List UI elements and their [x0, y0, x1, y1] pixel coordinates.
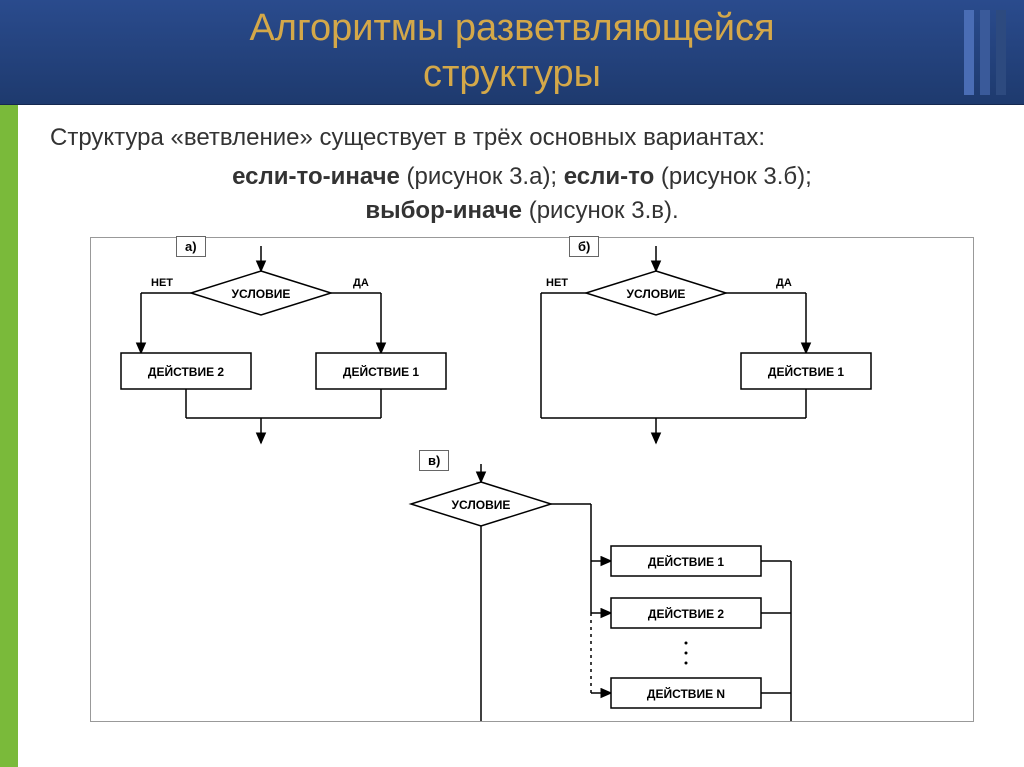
intro-paragraph: Структура «ветвление» существует в трёх …	[50, 123, 994, 153]
variant-2-bold: если-то	[564, 163, 654, 190]
panel-v-action2-text: ДЕЙСТВИЕ 2	[648, 606, 725, 621]
panel-b-condition-text: УСЛОВИЕ	[627, 287, 686, 301]
variant-1-bold: если-то-иначе	[232, 163, 400, 190]
panel-v-condition-text: УСЛОВИЕ	[452, 498, 511, 512]
flowchart-diagram: а) б) в) УСЛОВИЕ НЕТ ДА ДЕЙ	[90, 237, 974, 722]
variants-line-2: выбор-иначе (рисунок 3.в).	[50, 197, 994, 225]
sidebar-accent	[0, 105, 18, 767]
content-area: Структура «ветвление» существует в трёх …	[0, 105, 1024, 722]
header-decoration	[964, 10, 1009, 95]
flowchart-svg: УСЛОВИЕ НЕТ ДА ДЕЙСТВИЕ 2 ДЕЙСТВИЕ 1 УСЛ…	[91, 238, 1011, 723]
slide-title: Алгоритмы разветвляющейся структуры	[249, 6, 774, 97]
panel-a-no-label: НЕТ	[151, 277, 173, 289]
variants-line-1: если-то-иначе (рисунок 3.а); если-то (ри…	[50, 163, 994, 191]
panel-a-action1-text: ДЕЙСТВИЕ 1	[343, 364, 420, 379]
panel-a-action2-text: ДЕЙСТВИЕ 2	[148, 364, 225, 379]
title-line2: структуры	[423, 53, 601, 95]
variant-3-rest: (рисунок 3.в).	[522, 197, 679, 224]
panel-a-yes-label: ДА	[353, 277, 369, 289]
variant-3-bold: выбор-иначе	[365, 197, 522, 224]
panel-b-action1-text: ДЕЙСТВИЕ 1	[768, 364, 845, 379]
variant-2-rest: (рисунок 3.б);	[654, 163, 812, 190]
panel-b-no-label: НЕТ	[546, 277, 568, 289]
panel-b-yes-label: ДА	[776, 277, 792, 289]
variant-1-rest: (рисунок 3.а);	[400, 163, 564, 190]
slide-header: Алгоритмы разветвляющейся структуры	[0, 0, 1024, 105]
panel-v-action1-text: ДЕЙСТВИЕ 1	[648, 554, 725, 569]
panel-a-condition-text: УСЛОВИЕ	[232, 287, 291, 301]
title-line1: Алгоритмы разветвляющейся	[249, 7, 774, 49]
panel-v-actionN-text: ДЕЙСТВИЕ N	[647, 686, 725, 701]
